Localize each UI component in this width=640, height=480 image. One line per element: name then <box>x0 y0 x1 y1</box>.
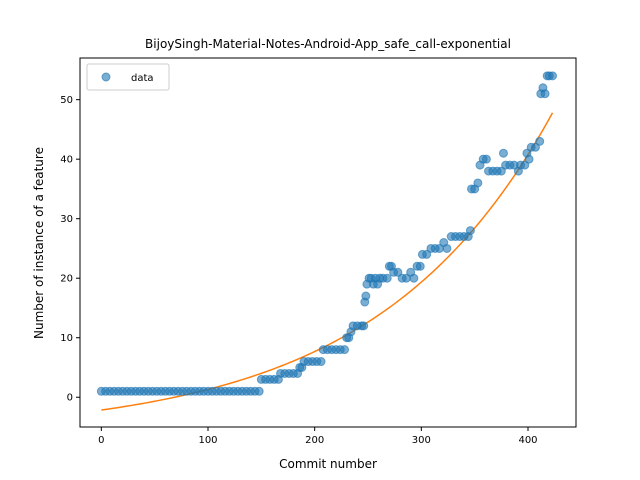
x-tick-label: 100 <box>198 435 217 446</box>
data-point <box>535 136 545 146</box>
y-tick-label: 30 <box>60 214 73 225</box>
y-tick-label: 20 <box>60 274 73 285</box>
y-tick-label: 40 <box>60 155 73 166</box>
y-tick-label: 50 <box>60 95 73 106</box>
plot-background <box>80 58 576 427</box>
legend-frame <box>86 63 170 91</box>
data-point <box>548 71 558 81</box>
legend-marker-data <box>101 72 111 82</box>
data-point <box>473 178 483 188</box>
data-point <box>393 267 403 277</box>
data-point <box>316 357 326 367</box>
y-tick-label: 10 <box>60 333 73 344</box>
axes-frame <box>79 57 577 428</box>
data-point <box>340 345 350 355</box>
data-point <box>361 291 371 301</box>
legend-label-data: data <box>131 73 154 84</box>
chart-title: BijoySingh-Material-Notes-Android-App_sa… <box>145 37 511 51</box>
data-point <box>530 142 540 152</box>
data-point <box>422 249 432 259</box>
data-point <box>540 89 550 99</box>
plot-area <box>80 58 576 427</box>
data-point <box>524 154 534 164</box>
x-axis-label: Commit number <box>279 457 377 471</box>
data-point <box>520 160 530 170</box>
y-tick-label: 0 <box>67 393 73 404</box>
x-tick-label: 400 <box>518 435 537 446</box>
legend: data <box>86 63 170 91</box>
data-point <box>415 261 425 271</box>
data-point <box>498 148 508 158</box>
x-tick-label: 300 <box>412 435 431 446</box>
data-point <box>442 243 452 253</box>
data-point <box>465 226 475 236</box>
x-tick-label: 0 <box>98 435 104 446</box>
data-point <box>359 321 369 331</box>
data-point <box>254 386 264 396</box>
data-point <box>496 166 506 176</box>
data-point <box>481 154 491 164</box>
data-point <box>409 273 419 283</box>
x-tick-label: 200 <box>305 435 324 446</box>
axes-layer: 0 100 200 300 400 0 10 20 30 40 50 <box>60 57 577 446</box>
y-axis-label: Number of instance of a feature <box>32 147 46 339</box>
data-points-layer <box>96 71 558 396</box>
data-point <box>382 273 392 283</box>
